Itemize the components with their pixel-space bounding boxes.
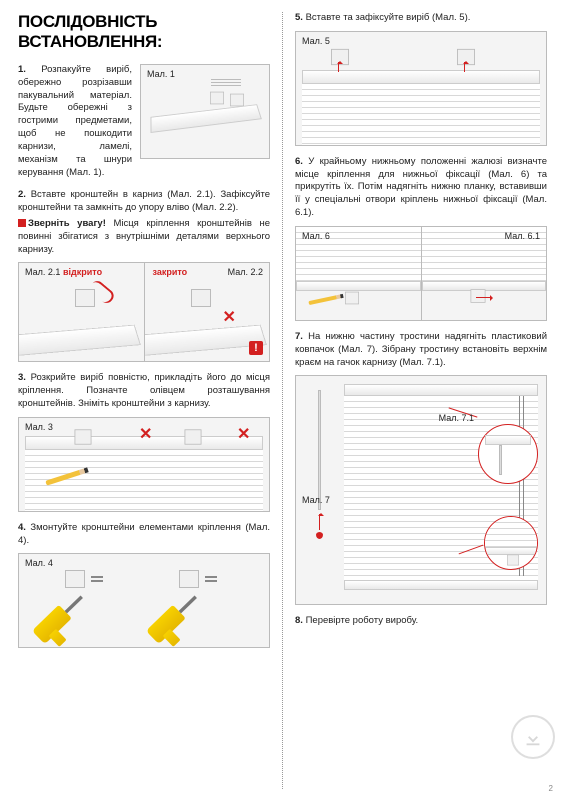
watermark-icon (511, 715, 555, 759)
alert-icon: ! (249, 341, 263, 355)
figure-6-1: Мал. 6.1 (422, 226, 548, 321)
step-7: 7. На нижню частину тростини надягніть п… (295, 331, 547, 605)
step-1-text: 1. Розпакуйте виріб, обережно розрізавши… (18, 64, 132, 179)
step-8-text: 8. Перевірте роботу виробу. (295, 615, 547, 628)
drill-icon (142, 586, 201, 644)
step-5-text: 5. Вставте та зафіксуйте виріб (Мал. 5). (295, 12, 547, 25)
figure-3: Мал. 3 ✕ ✕ (18, 417, 270, 512)
label-closed: закрито (151, 266, 190, 278)
step-4-text: 4. Змонтуйте кронштейни елементами кріпл… (18, 522, 270, 548)
figure-5: Мал. 5 (295, 31, 547, 146)
figure-5-label: Мал. 5 (300, 35, 332, 47)
figure-2-2: закрито Мал. 2.2 ✕ ! (145, 262, 271, 362)
figure-1: Мал. 1 (140, 64, 270, 159)
step-6-text: 6. У крайньому нижньому положенні жалюзі… (295, 156, 547, 220)
x-mark-icon: ✕ (237, 424, 250, 444)
step-4: 4. Змонтуйте кронштейни елементами кріпл… (18, 522, 270, 649)
figure-2-1-label: Мал. 2.1 (23, 266, 62, 278)
figure-6: Мал. 6 Мал. 6.1 (295, 226, 547, 321)
step-2: 2. Вставте кронштейн в карниз (Мал. 2.1)… (18, 189, 270, 362)
step-5: 5. Вставте та зафіксуйте виріб (Мал. 5).… (295, 12, 547, 146)
warning-icon (18, 219, 26, 227)
figure-6-label: Мал. 6 (300, 230, 332, 242)
figure-2-1: Мал. 2.1 відкрито (18, 262, 145, 362)
label-open: відкрито (61, 266, 104, 278)
figure-7: Мал. 7 Мал. 7.1 (295, 375, 547, 605)
figure-7-label: Мал. 7 (300, 494, 332, 506)
step-3: 3. Розкрийте виріб повністю, прикладіть … (18, 372, 270, 511)
step-8: 8. Перевірте роботу виробу. (295, 615, 547, 628)
x-mark-icon: ✕ (223, 307, 236, 327)
step-7-text: 7. На нижню частину тростини надягніть п… (295, 331, 547, 369)
page-number: 2 (549, 784, 553, 793)
wand-icon (318, 390, 321, 510)
step-6: 6. У крайньому нижньому положенні жалюзі… (295, 156, 547, 321)
figure-7-1-label: Мал. 7.1 (437, 412, 476, 424)
figure-4-label: Мал. 4 (23, 557, 55, 569)
column-divider (282, 12, 283, 789)
cap-icon (316, 532, 323, 539)
step-1: 1. Розпакуйте виріб, обережно розрізавши… (18, 64, 270, 179)
figure-4: Мал. 4 (18, 553, 270, 648)
page-title: ПОСЛІДОВНІСТЬ ВСТАНОВЛЕННЯ: (18, 12, 270, 52)
figure-6-left: Мал. 6 (295, 226, 422, 321)
drill-icon (28, 586, 87, 644)
step-3-text: 3. Розкрийте виріб повністю, прикладіть … (18, 372, 270, 410)
figure-2-2-label: Мал. 2.2 (226, 266, 265, 278)
figure-3-label: Мал. 3 (23, 421, 55, 433)
figure-6-1-label: Мал. 6.1 (503, 230, 542, 242)
step-2-text: 2. Вставте кронштейн в карниз (Мал. 2.1)… (18, 189, 270, 215)
step-2-warning: Зверніть увагу! Місця кріплення кронштей… (18, 218, 270, 256)
x-mark-icon: ✕ (139, 424, 152, 444)
figure-2: Мал. 2.1 відкрито закрито Мал. 2.2 ✕ ! (18, 262, 270, 362)
figure-1-label: Мал. 1 (145, 68, 177, 80)
pencil-icon (308, 294, 343, 305)
